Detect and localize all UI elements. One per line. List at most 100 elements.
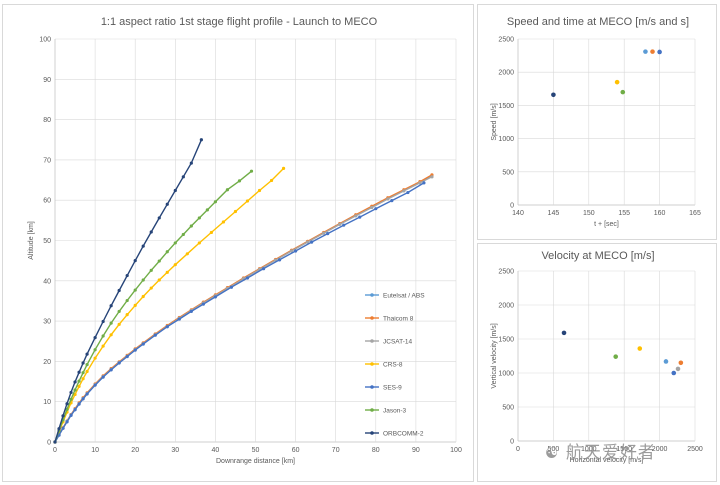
series-point xyxy=(73,380,77,384)
series-point xyxy=(181,232,185,237)
series-point xyxy=(117,322,121,326)
chart-title: Velocity at MECO [m/s] xyxy=(541,250,654,262)
series-point xyxy=(165,250,169,254)
legend-marker xyxy=(370,408,374,412)
velocity-chart: Velocity at MECO [m/s] 0 500 1000 1500 2000 25… xyxy=(491,250,703,464)
series-point xyxy=(189,224,193,228)
series-point xyxy=(85,363,89,367)
series-point xyxy=(157,278,161,282)
series-point xyxy=(406,190,410,195)
series-point xyxy=(125,298,129,303)
scatter-point-crs-8 xyxy=(637,346,643,351)
scatter-point-eutelsat-abs xyxy=(643,49,648,54)
scatter-point-crs-8 xyxy=(614,79,620,85)
scatter-point-orbcomm-2 xyxy=(551,92,556,98)
watermark: ☯ 航天爱好者 xyxy=(545,438,656,463)
series-point xyxy=(358,215,362,219)
series-point xyxy=(65,407,69,411)
x-axis-label: Horizontal velocity [m/s] xyxy=(570,457,644,464)
series-point xyxy=(229,285,234,289)
scatter-point-thaicom-8 xyxy=(650,49,655,54)
series-point xyxy=(69,390,73,395)
series-point xyxy=(326,232,330,236)
velocity-chart-panel: Velocity at MECO [m/s] 0 500 1000 1500 2000 25… xyxy=(477,243,717,482)
series-point xyxy=(418,181,422,185)
series-point xyxy=(153,333,157,337)
legend-marker xyxy=(370,385,374,389)
y-tick-label: 60 xyxy=(43,198,51,205)
series-point xyxy=(109,321,113,325)
series-point xyxy=(125,313,129,317)
x-tick-label: 155 xyxy=(618,210,630,217)
series-line-crs-8 xyxy=(54,167,285,443)
x-tick-label: 1500 xyxy=(616,446,632,453)
series-point xyxy=(306,240,310,244)
x-tick-label: 10 xyxy=(91,447,99,454)
chart-title: 1:1 aspect ratio 1st stage flight profil… xyxy=(101,16,378,28)
series-point xyxy=(322,231,326,235)
series-point xyxy=(294,249,298,253)
chart-title: Speed and time at MECO [m/s and s] xyxy=(507,16,689,28)
y-tick-label: 1500 xyxy=(498,103,514,110)
series-line-orbcomm-2 xyxy=(54,139,203,443)
series-point xyxy=(245,199,250,203)
y-tick-label: 0 xyxy=(47,440,51,447)
series-point xyxy=(81,371,85,375)
series-point xyxy=(73,388,77,392)
legend-marker xyxy=(370,431,374,435)
series-point xyxy=(354,214,358,218)
series-point xyxy=(189,309,193,314)
series-point xyxy=(261,267,266,271)
x-tick-label: 40 xyxy=(212,447,220,454)
series-point xyxy=(430,175,434,179)
x-tick-label: 140 xyxy=(512,210,524,217)
series-point xyxy=(277,258,282,262)
series-point xyxy=(77,384,81,388)
series-line-jcsat-14 xyxy=(54,176,433,443)
series-point xyxy=(93,383,97,387)
x-tick-label: 500 xyxy=(548,446,560,453)
series-point xyxy=(77,402,81,406)
series-point xyxy=(422,181,426,185)
x-tick-label: 1000 xyxy=(581,446,597,453)
legend-label: ORBCOMM-2 xyxy=(383,430,424,437)
x-tick-label: 150 xyxy=(583,210,595,217)
series-point xyxy=(141,278,145,282)
y-axis-label: Vertical velocity [m/s] xyxy=(491,323,498,388)
series-point xyxy=(77,370,81,374)
legend-marker xyxy=(370,339,374,343)
y-tick-label: 50 xyxy=(43,238,51,245)
scatter-point-ses-9 xyxy=(671,370,677,376)
y-tick-label: 500 xyxy=(502,405,514,412)
series-point xyxy=(117,288,121,293)
series-point xyxy=(390,199,394,203)
y-tick-label: 2500 xyxy=(498,37,514,44)
series-point xyxy=(157,259,161,263)
y-tick-label: 10 xyxy=(43,399,51,406)
series-point xyxy=(185,252,189,256)
series-point xyxy=(201,302,205,306)
x-tick-label: 60 xyxy=(292,447,300,454)
series-point xyxy=(237,179,242,183)
series-point xyxy=(165,270,169,274)
series-point xyxy=(85,392,89,396)
series-line-eutelsat-abs xyxy=(54,175,433,443)
legend-label: Thaicom 8 xyxy=(383,315,414,322)
series-point xyxy=(125,273,129,278)
legend-marker xyxy=(370,293,374,297)
y-tick-label: 2500 xyxy=(498,269,514,276)
legend-label: Eutelsat / ABS xyxy=(383,292,425,299)
series-point xyxy=(85,369,89,374)
series-point xyxy=(257,188,262,193)
series-point xyxy=(109,368,113,372)
series-point xyxy=(65,420,69,424)
series-point xyxy=(69,413,73,418)
scatter-point-jason-3 xyxy=(613,354,619,359)
series-point xyxy=(69,397,73,401)
y-tick-label: 20 xyxy=(43,359,51,366)
series-point xyxy=(181,175,185,179)
series-point xyxy=(199,138,203,142)
series-point xyxy=(205,208,209,212)
series-point xyxy=(65,402,69,406)
legend-marker xyxy=(370,316,374,320)
